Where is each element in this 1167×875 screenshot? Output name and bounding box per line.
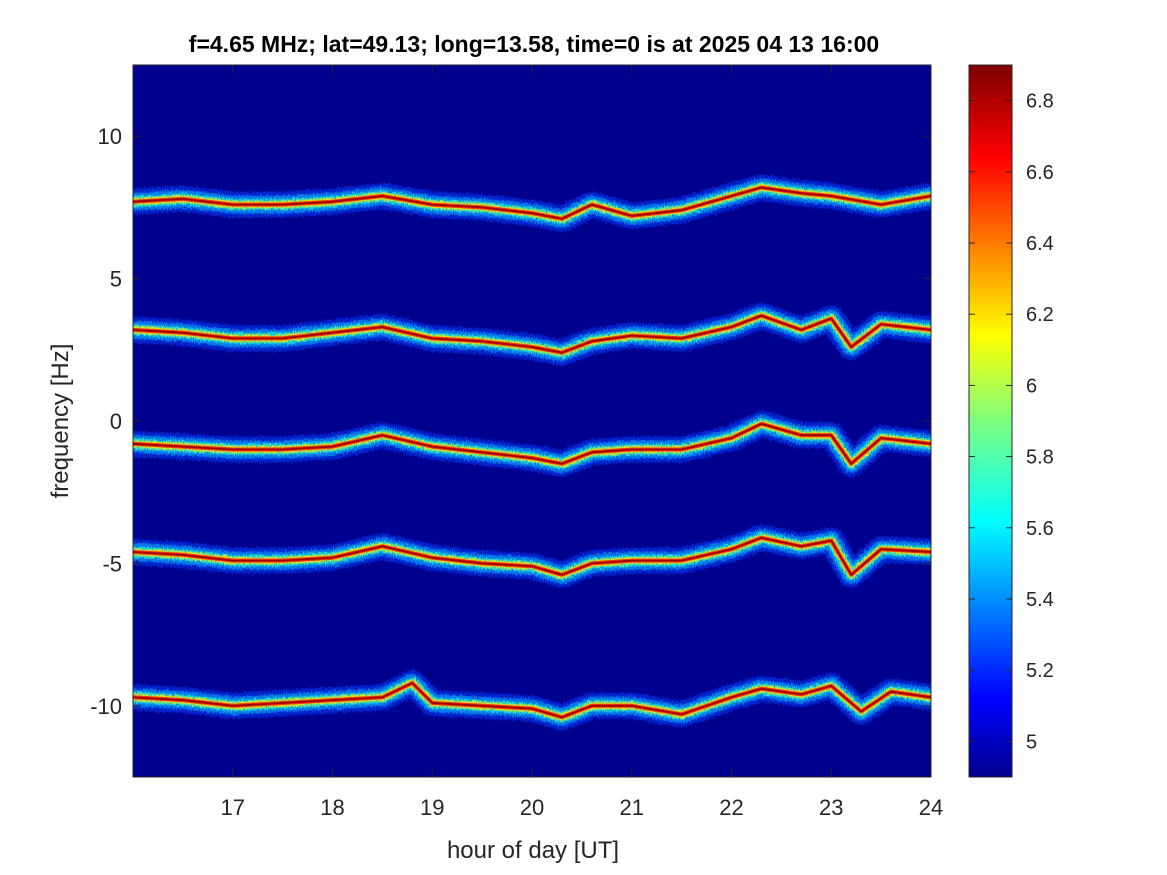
colorbar-tick-label: 6.6 xyxy=(1026,162,1054,184)
y-tick-label: 0 xyxy=(110,409,122,434)
colorbar-tick-label: 6.8 xyxy=(1026,91,1054,113)
chart-title: f=4.65 MHz; lat=49.13; long=13.58, time=… xyxy=(189,31,879,57)
x-tick-label: 21 xyxy=(620,795,644,820)
trace-4-layer-6 xyxy=(133,536,931,576)
trace-4 xyxy=(133,524,931,588)
x-tick-label: 20 xyxy=(520,795,544,820)
trace-3-layer-6 xyxy=(133,422,931,465)
x-tick-label: 23 xyxy=(819,795,843,820)
trace-5 xyxy=(133,670,931,731)
colorbar-tick-label: 5.8 xyxy=(1026,447,1054,469)
x-axis-label: hour of day [UT] xyxy=(447,837,619,864)
y-tick-label: 5 xyxy=(110,267,122,292)
x-tick-label: 17 xyxy=(221,795,245,820)
y-tick-label: -5 xyxy=(102,551,122,576)
x-axis: 17 18 19 20 21 22 23 24 xyxy=(221,65,943,820)
trace-1 xyxy=(133,174,931,232)
y-axis-label: frequency [Hz] xyxy=(47,344,74,499)
y-tick-label: 10 xyxy=(98,124,122,149)
colorbar-tick-label: 5 xyxy=(1026,731,1037,753)
colorbar xyxy=(968,64,1013,778)
x-tick-label: 18 xyxy=(320,795,344,820)
y-axis: -10 -5 0 5 10 xyxy=(90,124,931,719)
trace-5-layer-6 xyxy=(133,682,931,719)
trace-2 xyxy=(133,302,931,366)
x-tick-label: 22 xyxy=(719,795,743,820)
colorbar-ticks: 5 5.2 5.4 5.6 5.8 6 6.2 6.4 6.6 6.8 xyxy=(969,91,1054,753)
colorbar-tick-label: 6.4 xyxy=(1026,233,1054,255)
y-tick-label: -10 xyxy=(90,694,122,719)
plot-background xyxy=(133,65,931,777)
colorbar-tick-label: 5.6 xyxy=(1026,518,1054,540)
colorbar-tick-label: 6 xyxy=(1026,375,1037,397)
colorbar-tick-label: 5.4 xyxy=(1026,589,1054,611)
trace-3 xyxy=(133,410,931,477)
trace-layer xyxy=(133,174,931,731)
x-tick-label: 24 xyxy=(919,795,943,820)
colorbar-tick-label: 6.2 xyxy=(1026,304,1054,326)
colorbar-tick-label: 5.2 xyxy=(1026,660,1054,682)
x-tick-label: 19 xyxy=(420,795,444,820)
trace-1-layer-6 xyxy=(133,186,931,220)
trace-2-layer-6 xyxy=(133,314,931,354)
